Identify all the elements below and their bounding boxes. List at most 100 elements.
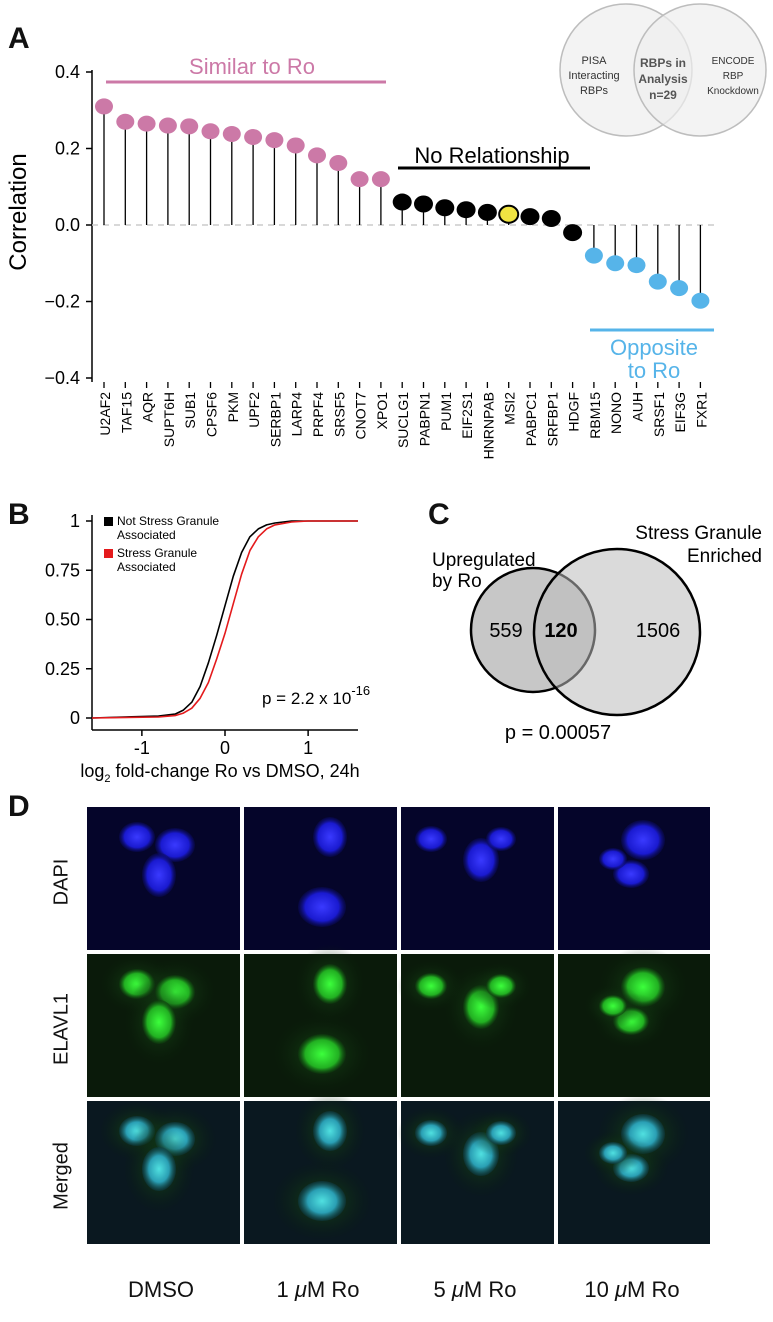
microscopy-tile (397, 1101, 554, 1244)
x-tick-label: SUPT6H (161, 392, 177, 447)
panel-a-ylabel: Correlation (5, 153, 32, 270)
x-tick-label: SRSF1 (651, 392, 667, 437)
venn-c-left-label-1: Upregulated (432, 550, 536, 571)
x-tick-label: SUCLG1 (395, 392, 411, 448)
venn-right-label-3: Knockdown (707, 86, 759, 97)
venn-c-right-label-1: Stress Granule (635, 523, 762, 544)
y-tick-label: −0.2 (44, 292, 80, 312)
microscopy-tile (244, 1091, 397, 1244)
x-tick-label: FXR1 (693, 392, 709, 428)
panel-c-letter: C (428, 498, 450, 531)
x-tick-label: PRPF4 (310, 392, 326, 437)
y-tick-label: 0.25 (45, 659, 80, 679)
microscopy-tile (244, 807, 397, 950)
venn-c-right-label-2: Enriched (687, 546, 762, 567)
venn-inset: PISA Interacting RBPs RBPs in Analysis n… (559, 3, 767, 137)
microscopy-tile (558, 807, 710, 950)
cdf-line (91, 520, 358, 719)
microscopy-tile (87, 1101, 240, 1244)
x-tick-label: CNOT7 (353, 392, 369, 440)
panel-b-xlabel: log2 fold-change Ro vs DMSO, 24h (80, 761, 359, 785)
lollipop-point (627, 257, 646, 274)
x-tick-label: PABPN1 (417, 392, 433, 446)
microscopy-tile (558, 947, 710, 1097)
panel-b-pvalue: p = 2.2 x 10-16 (262, 683, 370, 708)
y-tick-label: 0 (70, 708, 80, 728)
y-tick-label: 0.75 (45, 560, 80, 580)
legend-label-sg-1: Stress Granule (117, 546, 197, 560)
similar-group-label: Similar to Ro (189, 54, 315, 79)
lollipop-point (541, 209, 561, 227)
x-tick-label: U2AF2 (97, 392, 113, 436)
legend-swatch-not-sg (104, 517, 113, 526)
lollipop-point (498, 204, 520, 224)
x-tick-label: PKM (225, 392, 241, 422)
venn-left-only-count: 559 (489, 620, 522, 642)
lollipop-point (456, 201, 476, 219)
legend-label-not-sg-1: Not Stress Granule (117, 514, 219, 528)
lollipop-point (244, 129, 263, 146)
venn-right-only-count: 1506 (636, 620, 681, 642)
row-label-merged: Merged (50, 1142, 73, 1210)
venn-c-left-label-2: by Ro (432, 571, 482, 592)
lollipop-point (670, 280, 689, 297)
x-tick-label: EIF3G (672, 392, 688, 432)
lollipop-point (584, 247, 603, 264)
microscopy-grid (87, 807, 710, 1244)
panel-b-letter: B (8, 498, 30, 531)
x-tick-label: RBM15 (587, 392, 603, 439)
venn-center-label-2: Analysis (638, 72, 688, 86)
panel-d-letter: D (8, 790, 30, 823)
x-tick-label: HNRNPAB (480, 392, 496, 459)
x-tick-label: SUB1 (182, 392, 198, 429)
y-tick-label: 0.2 (55, 139, 80, 159)
venn-right-label-1: ENCODE (712, 56, 755, 67)
x-tick-label: LARP4 (289, 392, 305, 437)
x-tick-label: XPO1 (374, 392, 390, 430)
venn-center-label-1: RBPs in (640, 56, 686, 70)
venn-overlap-count: 120 (544, 620, 577, 642)
lollipop-point (286, 137, 305, 154)
lollipop-point (563, 224, 583, 242)
x-tick-label: HDGF (566, 392, 582, 432)
lollipop-point (329, 155, 348, 172)
cdf-line (91, 520, 358, 719)
x-tick-label: SRSF5 (331, 392, 347, 437)
x-tick-label: 0 (220, 738, 230, 758)
lollipop-point (392, 193, 412, 211)
x-tick-label: SERBP1 (267, 392, 283, 447)
lollipop-point (222, 125, 241, 142)
panel-c-pvalue: p = 0.00057 (505, 722, 611, 744)
venn-stress-granule-circle (532, 547, 702, 717)
panel-a-x-tick-labels: U2AF2 TAF15 AQR SUPT6H SUB1 CPSF6 PKM UPF2 SERBP… (97, 382, 709, 459)
venn-left-label-2: Interacting (568, 70, 619, 82)
x-tick-label: AUH (630, 392, 646, 422)
x-tick-label: AQR (140, 392, 156, 422)
lollipop-point (180, 118, 199, 135)
column-label-1um: 1 μM Ro (276, 1277, 360, 1302)
x-tick-label: MSI2 (502, 392, 518, 425)
x-tick-label: UPF2 (246, 392, 262, 428)
panel-a-lollipop-chart: Correlation 0.4 0.2 0.0 −0.2 −0.4 Similar to… (5, 3, 767, 459)
x-tick-label: 1 (303, 738, 313, 758)
lollipop-point (414, 195, 433, 213)
lollipop-point (116, 113, 135, 130)
microscopy-tile (401, 807, 554, 950)
panel-a-marks (95, 98, 710, 309)
microscopy-tile (397, 954, 554, 1097)
microscopy-tile (87, 954, 240, 1097)
opposite-label-line1: Opposite (610, 335, 698, 360)
venn-left-label-1: PISA (581, 55, 607, 67)
column-label-5um: 5 μM Ro (433, 1277, 517, 1302)
lollipop-point (606, 255, 625, 272)
lollipop-point (265, 132, 284, 149)
y-tick-label: −0.4 (44, 368, 80, 388)
microscopy-tile (244, 944, 397, 1097)
lollipop-point (158, 117, 177, 134)
lollipop-point (691, 292, 710, 309)
lollipop-point (435, 199, 455, 217)
lollipop-point (648, 273, 667, 290)
x-tick-label: EIF2S1 (459, 392, 475, 439)
microscopy-tile (558, 1094, 710, 1244)
column-label-10um: 10 μM Ro (584, 1277, 680, 1302)
